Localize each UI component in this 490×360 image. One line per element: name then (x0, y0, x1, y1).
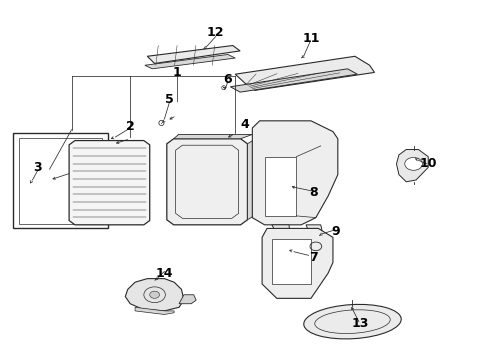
Polygon shape (272, 239, 311, 284)
Polygon shape (69, 140, 150, 225)
Polygon shape (265, 157, 296, 216)
Text: 10: 10 (419, 157, 437, 170)
Text: ⵙ: ⵙ (220, 86, 226, 91)
Text: ⵙ: ⵙ (158, 119, 164, 128)
Polygon shape (230, 69, 357, 92)
Text: 8: 8 (309, 186, 318, 199)
Text: 14: 14 (156, 267, 173, 280)
Ellipse shape (304, 305, 401, 339)
Polygon shape (272, 225, 292, 268)
Text: 11: 11 (302, 32, 319, 45)
Polygon shape (167, 139, 247, 225)
Polygon shape (145, 54, 235, 69)
Polygon shape (13, 134, 108, 228)
Polygon shape (235, 56, 374, 90)
Circle shape (405, 157, 422, 170)
Polygon shape (262, 228, 333, 298)
Polygon shape (135, 307, 174, 315)
Text: 12: 12 (207, 27, 224, 40)
Polygon shape (179, 295, 196, 304)
Polygon shape (306, 225, 323, 246)
Text: 1: 1 (172, 66, 181, 79)
Text: 3: 3 (33, 161, 42, 174)
Polygon shape (125, 279, 184, 311)
Text: 9: 9 (331, 225, 340, 238)
Polygon shape (252, 121, 338, 225)
Text: 7: 7 (309, 251, 318, 264)
Text: 5: 5 (165, 93, 173, 106)
Polygon shape (173, 134, 252, 139)
Polygon shape (396, 149, 428, 182)
Text: 4: 4 (241, 118, 249, 131)
Polygon shape (247, 138, 256, 220)
Text: 13: 13 (351, 317, 368, 330)
Text: 2: 2 (126, 120, 135, 133)
Text: 6: 6 (223, 73, 232, 86)
Circle shape (150, 291, 159, 298)
Polygon shape (147, 45, 240, 63)
